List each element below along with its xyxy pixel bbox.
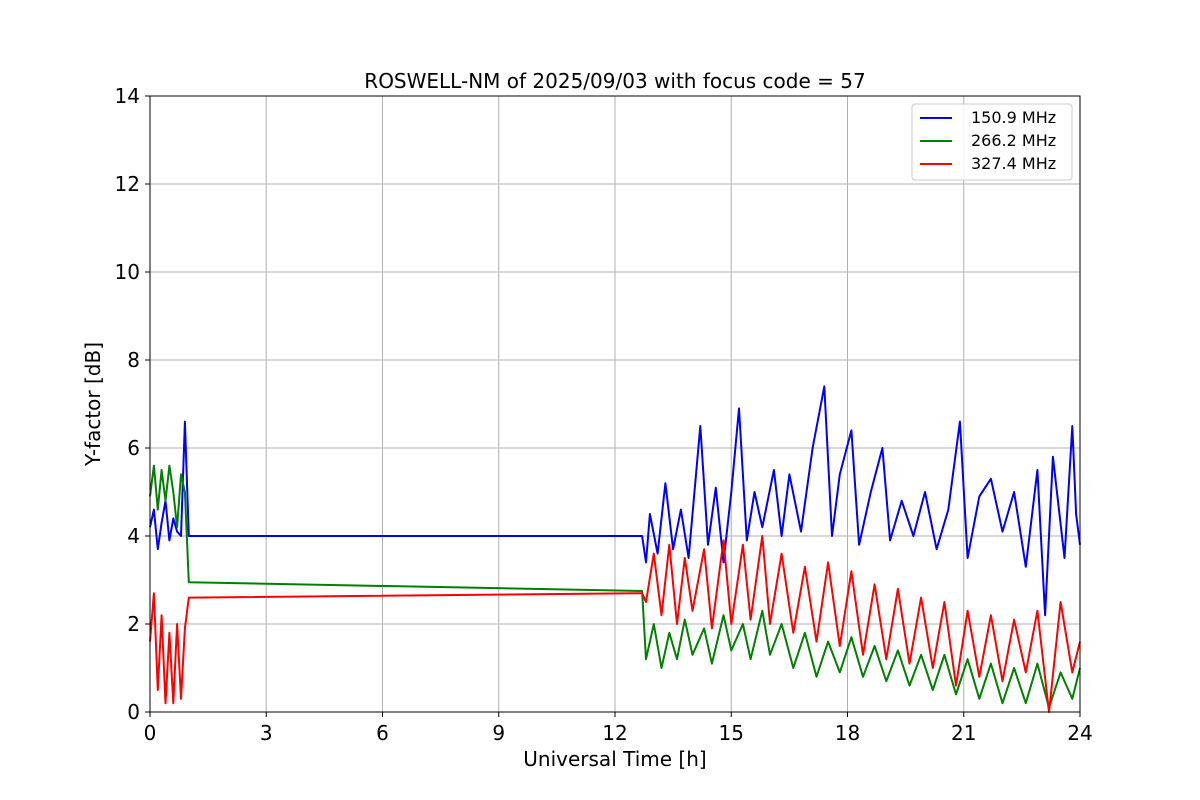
series-layer (149, 385, 1081, 713)
x-tick-label: 21 (951, 721, 976, 745)
y-tick-label: 8 (127, 348, 140, 372)
y-tick-label: 2 (127, 612, 140, 636)
x-tick-label: 3 (260, 721, 273, 745)
y-tick-label: 12 (115, 172, 140, 196)
x-tick-label: 18 (835, 721, 860, 745)
y-axis-label: Y-factor [dB] (81, 342, 105, 467)
series-line-1 (149, 385, 1081, 617)
chart-title: ROSWELL-NM of 2025/09/03 with focus code… (364, 69, 865, 93)
legend-label-266-2: 266.2 MHz (971, 131, 1056, 150)
legend-box (911, 103, 1073, 181)
x-tick-label: 15 (719, 721, 744, 745)
y-tick-label: 10 (115, 260, 140, 284)
y-tick-label: 14 (115, 84, 140, 108)
series-line-3 (149, 535, 1081, 713)
x-tick-label: 12 (602, 721, 627, 745)
y-tick-label: 6 (127, 436, 140, 460)
x-tick-label: 0 (144, 721, 157, 745)
x-axis-label: Universal Time [h] (523, 747, 706, 771)
x-tick-label: 6 (376, 721, 389, 745)
x-tick-label: 24 (1067, 721, 1092, 745)
legend-label-150-9: 150.9 MHz (971, 108, 1056, 127)
y-tick-label: 4 (127, 524, 140, 548)
legend-label-327-4: 327.4 MHz (971, 154, 1056, 173)
y-tick-label: 0 (127, 700, 140, 724)
series-line-2 (149, 464, 1081, 709)
legend: 150.9 MHz 266.2 MHz 327.4 MHz (911, 103, 1073, 181)
x-tick-label: 9 (492, 721, 505, 745)
